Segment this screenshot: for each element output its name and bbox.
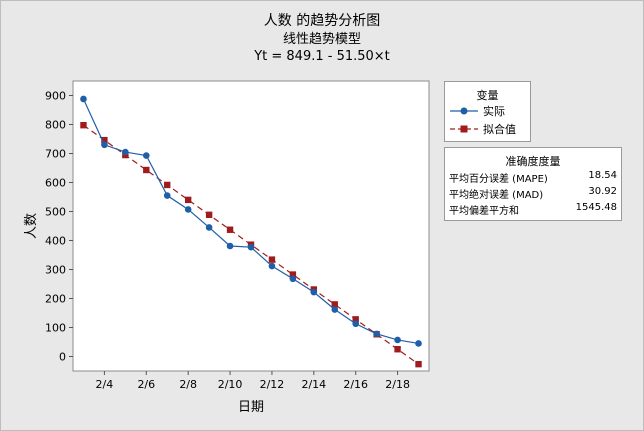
fitted-point <box>352 316 359 323</box>
actual-point <box>268 262 276 270</box>
accuracy-value: 18.54 <box>588 170 617 181</box>
fitted-point <box>101 136 108 144</box>
fitted-point <box>394 346 401 353</box>
accuracy-row-mape: 平均百分误差 (MAPE) 18.54 <box>449 170 617 185</box>
fitted-point <box>268 256 276 263</box>
legend-actual-label: 实际 <box>483 105 505 118</box>
x-tick-label: 2/8 <box>179 378 197 391</box>
legend-actual-marker <box>450 107 478 115</box>
actual-point <box>226 242 234 250</box>
accuracy-title: 准确度度量 <box>505 155 561 168</box>
accuracy-row-msd: 平均偏差平方和 1545.48 <box>449 202 617 217</box>
plot-area <box>72 80 430 372</box>
x-tick-label: 2/16 <box>343 378 368 391</box>
accuracy-value: 1545.48 <box>575 202 617 213</box>
legend-title: 变量 <box>476 89 499 102</box>
legend-box: 变量 实际 拟合值 <box>444 81 531 142</box>
y-tick-label: 700 <box>45 148 66 161</box>
actual-point <box>394 336 401 344</box>
fitted-point <box>164 181 171 189</box>
legend-item-actual: 实际 <box>449 104 505 118</box>
x-tick-label: 2/4 <box>96 378 114 391</box>
actual-point <box>163 192 171 199</box>
accuracy-row-mad: 平均绝对误差 (MAD) 30.92 <box>449 186 617 201</box>
fitted-point <box>226 226 234 233</box>
fitted-point <box>205 211 213 219</box>
y-axis-label: 人数 <box>24 213 39 239</box>
x-tick-label: 2/10 <box>218 378 243 391</box>
y-tick-label: 300 <box>45 264 66 277</box>
legend-item-fitted: 拟合值 <box>449 122 516 136</box>
x-tick-label: 2/18 <box>385 378 410 391</box>
fitted-point <box>80 121 87 129</box>
fitted-point <box>289 271 297 278</box>
chart-title: 人数 的趋势分析图 <box>263 13 381 29</box>
y-tick-label: 0 <box>59 351 66 364</box>
chart-subtitle: 线性趋势模型 <box>282 32 361 47</box>
accuracy-label: 平均偏差平方和 <box>449 206 519 217</box>
chart-titles: 人数 的趋势分析图 线性趋势模型 Yt = 849.1 - 51.50×t <box>0 12 644 66</box>
accuracy-value: 30.92 <box>588 186 617 197</box>
fitted-point <box>331 301 338 308</box>
x-tick-label: 2/12 <box>260 378 285 391</box>
actual-point <box>101 141 108 149</box>
legend-fitted-label: 拟合值 <box>483 123 516 136</box>
actual-point <box>205 224 213 231</box>
actual-point <box>415 340 422 347</box>
fitted-point <box>184 196 192 204</box>
x-axis-label: 日期 <box>238 400 264 415</box>
actual-point <box>247 243 255 251</box>
actual-point <box>331 306 339 313</box>
trend-formula: Yt = 849.1 - 51.50×t <box>254 49 390 64</box>
actual-point <box>373 330 380 338</box>
y-tick-label: 200 <box>45 293 66 306</box>
y-tick-label: 800 <box>45 119 66 132</box>
x-tick-label: 2/14 <box>301 378 326 391</box>
x-tick-label: 2/6 <box>137 378 155 391</box>
accuracy-label: 平均绝对误差 (MAD) <box>449 190 544 201</box>
actual-point <box>310 288 318 296</box>
y-tick-label: 400 <box>45 235 66 248</box>
actual-point <box>142 152 150 159</box>
actual-point <box>184 206 192 213</box>
actual-point <box>122 148 129 156</box>
y-tick-label: 100 <box>45 322 66 335</box>
accuracy-label: 平均百分误差 (MAPE) <box>449 174 548 185</box>
y-tick-label: 500 <box>45 206 66 219</box>
legend-fitted-marker <box>450 125 478 133</box>
actual-point <box>80 95 87 103</box>
actual-point <box>289 275 297 283</box>
fitted-point <box>143 166 150 174</box>
y-tick-label: 600 <box>45 177 66 190</box>
y-tick-label: 900 <box>45 90 66 103</box>
accuracy-box: 准确度度量 平均百分误差 (MAPE) 18.54 平均绝对误差 (MAD) 3… <box>444 147 622 221</box>
actual-point <box>352 320 360 328</box>
fitted-point <box>415 360 422 368</box>
